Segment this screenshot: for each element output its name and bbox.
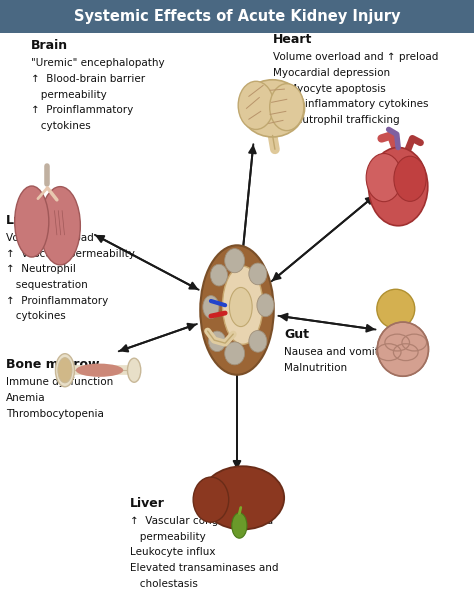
Text: ↑  Proinflammatory cytokines: ↑ Proinflammatory cytokines	[273, 99, 428, 110]
Text: ↑  Neutrophil: ↑ Neutrophil	[6, 264, 75, 275]
Text: ↑  Neutrophil trafficking: ↑ Neutrophil trafficking	[273, 115, 399, 125]
Text: Systemic Effects of Acute Kidney Injury: Systemic Effects of Acute Kidney Injury	[74, 10, 400, 24]
Text: Nausea and vomiting: Nausea and vomiting	[284, 347, 395, 358]
Text: Liver: Liver	[130, 497, 165, 510]
Ellipse shape	[193, 477, 228, 522]
Text: Gut: Gut	[284, 328, 310, 341]
Ellipse shape	[249, 263, 267, 285]
FancyBboxPatch shape	[0, 0, 474, 33]
Text: permeability: permeability	[31, 90, 107, 100]
Ellipse shape	[58, 358, 72, 383]
Text: ↑  Vascular congestion and: ↑ Vascular congestion and	[130, 516, 273, 526]
Text: Immune dysfunction: Immune dysfunction	[6, 377, 113, 388]
Ellipse shape	[229, 287, 252, 326]
Text: "Uremic" encephalopathy: "Uremic" encephalopathy	[31, 58, 164, 69]
Text: ↑  Myocyte apoptosis: ↑ Myocyte apoptosis	[273, 84, 385, 94]
Ellipse shape	[128, 358, 141, 382]
Ellipse shape	[257, 294, 274, 317]
Text: Brain: Brain	[31, 39, 68, 52]
Ellipse shape	[240, 79, 304, 137]
Text: sequestration: sequestration	[6, 280, 87, 290]
Text: cytokines: cytokines	[6, 311, 65, 321]
Ellipse shape	[40, 187, 80, 265]
Ellipse shape	[377, 289, 415, 329]
Ellipse shape	[249, 330, 267, 352]
Ellipse shape	[209, 331, 226, 352]
Ellipse shape	[270, 84, 304, 131]
Ellipse shape	[232, 513, 247, 538]
Ellipse shape	[366, 154, 401, 202]
Text: Thrombocytopenia: Thrombocytopenia	[6, 409, 103, 419]
Text: Lung: Lung	[6, 214, 40, 227]
Text: Anemia: Anemia	[6, 393, 46, 403]
Text: Elevated transaminases and: Elevated transaminases and	[130, 563, 279, 573]
Ellipse shape	[225, 342, 245, 365]
Ellipse shape	[225, 249, 245, 273]
Ellipse shape	[203, 296, 219, 318]
Ellipse shape	[201, 466, 284, 530]
Text: Malnutrition: Malnutrition	[284, 363, 347, 373]
Ellipse shape	[368, 147, 428, 226]
Text: Myocardial depression: Myocardial depression	[273, 68, 390, 78]
Ellipse shape	[223, 266, 263, 344]
Ellipse shape	[394, 157, 426, 202]
Text: cholestasis: cholestasis	[130, 579, 198, 589]
Ellipse shape	[55, 353, 74, 386]
Ellipse shape	[76, 364, 123, 377]
Text: Leukocyte influx: Leukocyte influx	[130, 547, 216, 557]
Ellipse shape	[200, 246, 274, 374]
Text: Bone marrow: Bone marrow	[6, 358, 99, 371]
Text: Volume overload: Volume overload	[6, 233, 93, 243]
Ellipse shape	[377, 322, 428, 376]
Ellipse shape	[238, 81, 273, 129]
Text: ↑  Blood-brain barrier: ↑ Blood-brain barrier	[31, 74, 145, 84]
Ellipse shape	[210, 264, 228, 286]
Ellipse shape	[15, 186, 49, 257]
Text: cytokines: cytokines	[31, 121, 91, 131]
Text: ↑  Proinflammatory: ↑ Proinflammatory	[31, 105, 133, 116]
Text: ↑  Vascular permeability: ↑ Vascular permeability	[6, 249, 135, 259]
Text: Heart: Heart	[273, 33, 312, 46]
Text: ↑  Proinflammatory: ↑ Proinflammatory	[6, 296, 108, 306]
Text: permeability: permeability	[130, 532, 206, 542]
Text: Volume overload and ↑ preload: Volume overload and ↑ preload	[273, 52, 438, 63]
